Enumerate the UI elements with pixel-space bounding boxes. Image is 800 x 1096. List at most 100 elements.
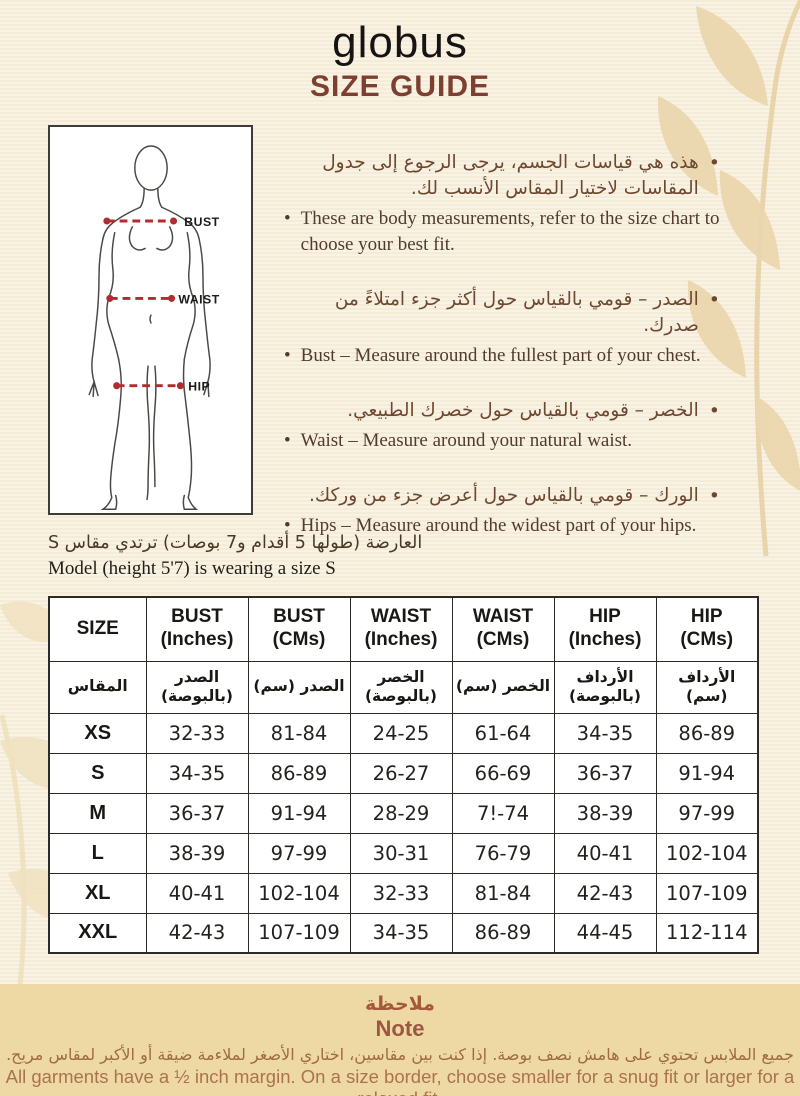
bust-label: BUST bbox=[184, 215, 219, 229]
size-chart-table: SIZE BUST (Inches) BUST (CMs) WAIST (Inches) WA… bbox=[48, 596, 759, 954]
waist-label: WAIST bbox=[178, 292, 219, 306]
table-row: M 36-37 91-94 28-29 7!-74 38-39 97-99 bbox=[48, 792, 759, 834]
instruction-text: الورك – قومي بالقياس حول أعرض جزء من ورك… bbox=[308, 485, 699, 506]
table-data-cell: 102-104 bbox=[655, 832, 759, 874]
brand-logo: globus bbox=[332, 18, 468, 67]
instruction-bullet-en: • Waist – Measure around your natural wai… bbox=[284, 428, 720, 454]
table-data-cell: 81-84 bbox=[247, 712, 351, 754]
table-size-cell: M bbox=[48, 792, 147, 834]
bullet-dot: • bbox=[284, 515, 291, 536]
table-data-cell: 107-109 bbox=[655, 872, 759, 914]
table-row: XXL 42-43 107-109 34-35 86-89 44-45 112-114 bbox=[48, 912, 759, 954]
table-data-cell: 42-43 bbox=[145, 912, 249, 954]
note-body-arabic: جميع الملابس تحتوي على هامش نصف بوصة. إذ… bbox=[6, 1045, 794, 1064]
instruction-group: • الورك – قومي بالقياس حول أعرض جزء من ور… bbox=[284, 483, 720, 539]
table-data-cell: 32-33 bbox=[145, 712, 249, 754]
body-measurement-figure: BUST WAIST HIP bbox=[48, 125, 253, 515]
instruction-text: Hips – Measure around the widest part of… bbox=[300, 515, 697, 536]
table-data-cell: 91-94 bbox=[655, 752, 759, 794]
bullet-dot: • bbox=[284, 430, 291, 451]
table-data-cell: 34-35 bbox=[553, 712, 657, 754]
table-data-cell: 26-27 bbox=[349, 752, 453, 794]
instruction-bullet-ar: • هذه هي قياسات الجسم، يرجى الرجوع إلى جد… bbox=[284, 150, 720, 202]
table-data-cell: 97-99 bbox=[247, 832, 351, 874]
table-data-cell: 34-35 bbox=[145, 752, 249, 794]
table-header-cell: BUST (Inches) bbox=[145, 596, 249, 662]
table-data-cell: 40-41 bbox=[553, 832, 657, 874]
instruction-group: • الخصر – قومي بالقياس حول خصرك الطبيعي. •… bbox=[284, 398, 720, 454]
size-chart-header: SIZE BUST (Inches) BUST (CMs) WAIST (Inches) WA… bbox=[48, 596, 759, 714]
body-outline bbox=[88, 145, 211, 510]
table-header-cell: WAIST (CMs) bbox=[451, 596, 555, 662]
table-header-cell-arabic: الصدر (سم) bbox=[247, 660, 351, 714]
table-data-cell: 7!-74 bbox=[451, 792, 555, 834]
table-data-cell: 102-104 bbox=[247, 872, 351, 914]
table-header-cell: SIZE bbox=[48, 596, 147, 662]
instruction-text: الصدر – قومي بالقياس حول أكثر جزء امتلاء… bbox=[334, 289, 699, 336]
table-data-cell: 97-99 bbox=[655, 792, 759, 834]
bullet-dot: • bbox=[284, 345, 291, 366]
table-header-cell-arabic: الصدر (بالبوصة) bbox=[145, 660, 249, 714]
model-note-english: Model (height 5'7) is wearing a size S bbox=[48, 558, 336, 579]
body-silhouette-illustration: BUST WAIST HIP bbox=[88, 145, 219, 510]
measurement-line-endpoints bbox=[103, 217, 184, 390]
table-data-cell: 42-43 bbox=[553, 872, 657, 914]
instruction-bullet-en: • Hips – Measure around the widest part o… bbox=[284, 513, 720, 539]
table-size-cell: XS bbox=[48, 712, 147, 754]
table-header-cell: HIP (Inches) bbox=[553, 596, 657, 662]
table-data-cell: 76-79 bbox=[451, 832, 555, 874]
instruction-group: • هذه هي قياسات الجسم، يرجى الرجوع إلى جد… bbox=[284, 150, 720, 258]
bullet-dot: • bbox=[708, 289, 720, 311]
table-data-cell: 40-41 bbox=[145, 872, 249, 914]
table-data-cell: 81-84 bbox=[451, 872, 555, 914]
instruction-text: Waist – Measure around your natural wais… bbox=[300, 430, 633, 451]
instruction-bullet-ar: • الخصر – قومي بالقياس حول خصرك الطبيعي. bbox=[284, 398, 720, 424]
table-data-cell: 86-89 bbox=[655, 712, 759, 754]
table-data-cell: 24-25 bbox=[349, 712, 453, 754]
table-header-cell-arabic: الأرداف (سم) bbox=[655, 660, 759, 714]
table-data-cell: 61-64 bbox=[451, 712, 555, 754]
size-chart-body: XS 32-33 81-84 24-25 61-64 34-35 86-89 S 34-35 86… bbox=[48, 712, 759, 954]
instruction-bullet-en: • Bust – Measure around the fullest part … bbox=[284, 343, 720, 369]
table-row: S 34-35 86-89 26-27 66-69 36-37 91-94 bbox=[48, 752, 759, 794]
table-data-cell: 86-89 bbox=[247, 752, 351, 794]
table-header-cell: HIP (CMs) bbox=[655, 596, 759, 662]
bullet-dot: • bbox=[708, 400, 720, 422]
instruction-group: • الصدر – قومي بالقياس حول أكثر جزء امتلا… bbox=[284, 287, 720, 369]
measurement-instructions: • هذه هي قياسات الجسم، يرجى الرجوع إلى جد… bbox=[284, 150, 720, 539]
table-header-cell: BUST (CMs) bbox=[247, 596, 351, 662]
table-data-cell: 28-29 bbox=[349, 792, 453, 834]
table-data-cell: 38-39 bbox=[553, 792, 657, 834]
table-data-cell: 66-69 bbox=[451, 752, 555, 794]
instruction-bullet-ar: • الصدر – قومي بالقياس حول أكثر جزء امتلا… bbox=[284, 287, 720, 339]
table-size-cell: L bbox=[48, 832, 147, 874]
page-title: SIZE GUIDE bbox=[309, 70, 491, 104]
table-data-cell: 38-39 bbox=[145, 832, 249, 874]
instruction-bullet-ar: • الورك – قومي بالقياس حول أعرض جزء من ور… bbox=[284, 483, 720, 509]
note-section: ملاحظة Note جميع الملابس تحتوي على هامش … bbox=[0, 984, 800, 1096]
instruction-bullet-en: • These are body measurements, refer to t… bbox=[284, 206, 720, 258]
instruction-text: These are body measurements, refer to th… bbox=[300, 208, 720, 255]
note-body-english: All garments have a ½ inch margin. On a … bbox=[5, 1066, 795, 1096]
table-size-cell: XXL bbox=[48, 912, 147, 954]
hip-label: HIP bbox=[188, 380, 210, 394]
table-header-cell-arabic: الخصر (سم) bbox=[451, 660, 555, 714]
table-data-cell: 112-114 bbox=[655, 912, 759, 954]
bullet-dot: • bbox=[708, 152, 720, 174]
table-header-cell-arabic: الأرداف (بالبوصة) bbox=[553, 660, 657, 714]
table-data-cell: 107-109 bbox=[247, 912, 351, 954]
instruction-text: هذه هي قياسات الجسم، يرجى الرجوع إلى جدو… bbox=[322, 152, 699, 199]
table-data-cell: 34-35 bbox=[349, 912, 453, 954]
table-data-cell: 91-94 bbox=[247, 792, 351, 834]
table-header-cell-arabic: المقاس bbox=[48, 660, 147, 714]
model-note: العارضة (طولها 5 أقدام و7 بوصات) ترتدي م… bbox=[48, 530, 468, 582]
table-header-cell: WAIST (Inches) bbox=[349, 596, 453, 662]
table-data-cell: 30-31 bbox=[349, 832, 453, 874]
table-data-cell: 44-45 bbox=[553, 912, 657, 954]
table-size-cell: XL bbox=[48, 872, 147, 914]
measurement-lines bbox=[106, 219, 181, 388]
bullet-dot: • bbox=[284, 208, 291, 229]
instruction-text: Bust – Measure around the fullest part o… bbox=[300, 345, 701, 366]
table-row: XS 32-33 81-84 24-25 61-64 34-35 86-89 bbox=[48, 712, 759, 754]
